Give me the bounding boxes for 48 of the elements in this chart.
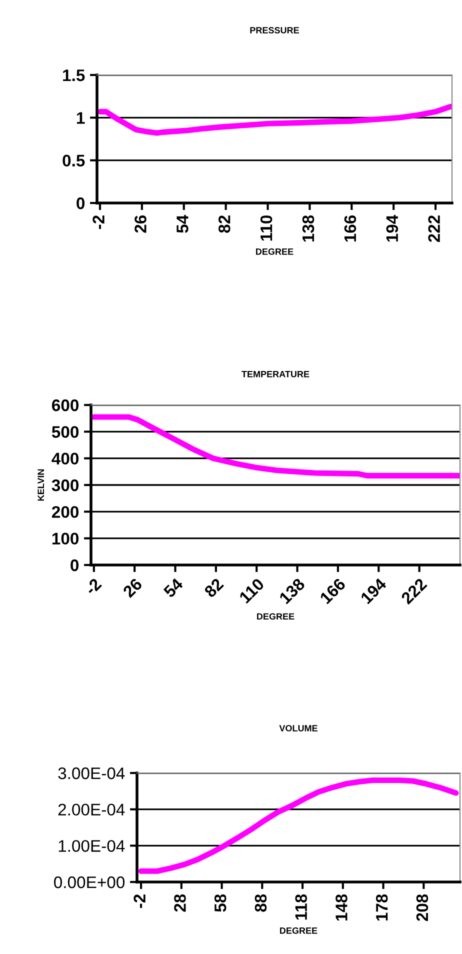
chart-title: VOLUME — [279, 725, 318, 732]
x-tick-label: 208 — [416, 894, 428, 922]
y-tick-label: 0.5 — [62, 154, 85, 167]
y-tick-label: 500 — [52, 426, 79, 438]
x-tick-label: 110 — [238, 578, 265, 604]
y-tick-label: 1.5 — [63, 70, 85, 82]
x-tick-label: 178 — [376, 894, 388, 921]
y-tick-label: 300 — [52, 479, 79, 492]
x-tick-label: 138 — [278, 577, 306, 604]
x-tick-label: 54 — [176, 214, 188, 233]
x-tick-label: 166 — [344, 215, 356, 242]
x-axis-title: DEGREE — [256, 248, 294, 255]
y-tick-label: 3.00E-04 — [58, 767, 125, 780]
y-tick-label: 0 — [70, 559, 79, 572]
x-tick-label: 166 — [319, 578, 346, 604]
x-tick-label: 118 — [295, 894, 308, 920]
y-tick-label: 400 — [52, 452, 79, 465]
x-tick-label: 82 — [204, 578, 224, 598]
x-tick-label: 222 — [428, 215, 440, 242]
x-axis-title: DEGREE — [280, 927, 318, 934]
x-tick-label: 26 — [134, 215, 146, 233]
y-tick-label: 0 — [76, 197, 85, 210]
x-tick-label: 54 — [162, 577, 184, 598]
y-tick-label: 2.00E-04 — [58, 804, 125, 816]
x-tick-label: -2 — [92, 215, 104, 229]
y-axis-title: KELVIN — [38, 469, 44, 501]
chart-title: PRESSURE — [250, 27, 299, 34]
x-tick-label: 194 — [360, 577, 388, 604]
chart-title: TEMPERATURE — [242, 371, 310, 378]
y-tick-label: 1.00E-04 — [58, 840, 125, 852]
x-tick-label: 88 — [254, 894, 267, 912]
y-tick-label: 100 — [52, 532, 79, 545]
x-tick-label: 26 — [122, 578, 143, 598]
y-tick-label: 600 — [52, 399, 79, 412]
x-tick-label: 148 — [336, 894, 348, 921]
x-tick-label: -2 — [134, 894, 146, 908]
x-tick-label: 82 — [218, 215, 230, 233]
x-axis-title: DEGREE — [257, 613, 294, 620]
y-tick-label: 200 — [52, 506, 79, 518]
x-tick-label: 138 — [302, 215, 314, 242]
y-tick-label: 0.00E+00 — [54, 876, 125, 888]
x-tick-label: 58 — [214, 894, 226, 912]
x-tick-label: 222 — [400, 578, 428, 605]
x-tick-label: 194 — [386, 214, 398, 242]
x-tick-label: 28 — [174, 894, 186, 912]
x-tick-label: 110 — [260, 215, 272, 241]
y-tick-label: 1 — [76, 112, 85, 124]
x-tick-label: -2 — [84, 578, 102, 596]
